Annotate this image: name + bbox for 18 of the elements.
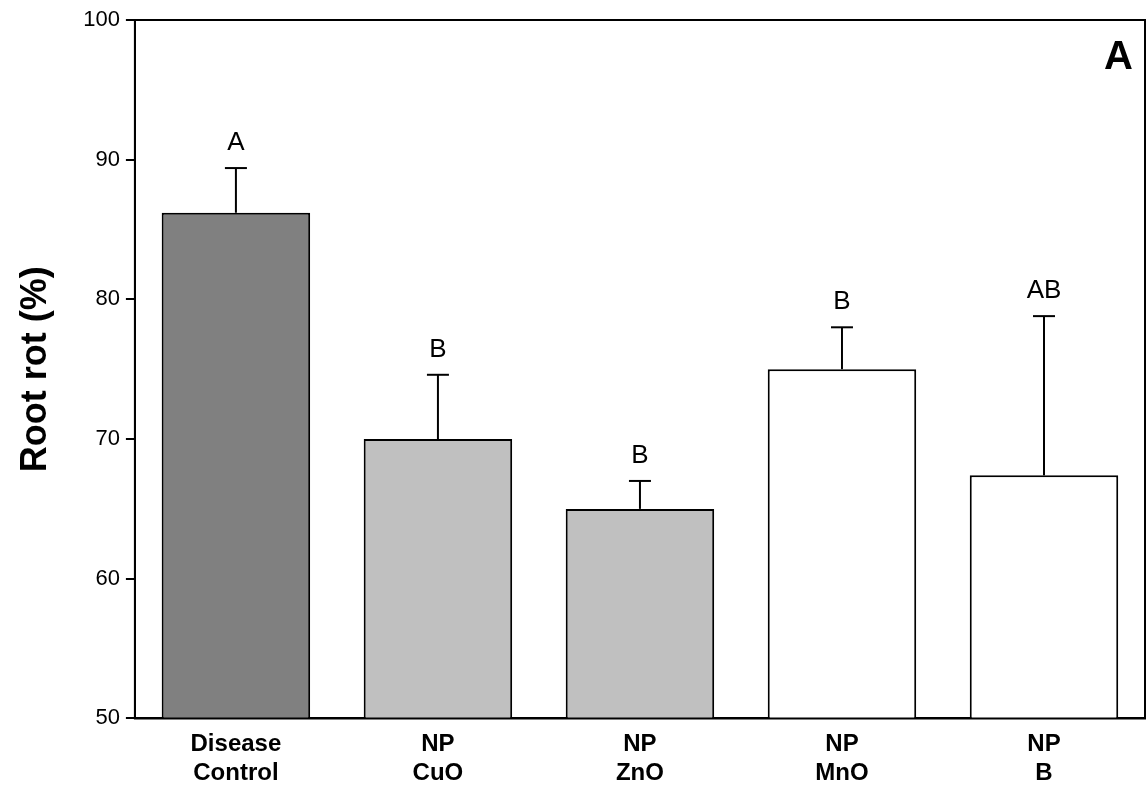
y-tick-label: 90 xyxy=(95,145,120,171)
y-axis-title: Root rot (%) xyxy=(12,266,54,473)
annotation: B xyxy=(631,439,649,470)
y-tick-label: 70 xyxy=(95,425,120,451)
x-tick-label: NP B xyxy=(1027,729,1061,786)
y-tick-label: 50 xyxy=(95,704,120,730)
annotation: A xyxy=(227,126,246,157)
x-tick-label: NP MnO xyxy=(815,729,869,786)
annotation: AB xyxy=(1026,274,1062,305)
y-tick-label: 60 xyxy=(95,564,120,590)
y-tick-label: 80 xyxy=(95,285,120,311)
y-tick-label: 100 xyxy=(83,6,120,32)
annotation: B xyxy=(833,285,851,316)
x-tick-label: NP ZnO xyxy=(615,729,664,786)
annotation: B xyxy=(429,332,447,363)
x-tick-label: NP CuO xyxy=(412,729,464,786)
x-tick-label: Disease Control xyxy=(190,729,282,786)
annotation: A xyxy=(1104,33,1133,78)
